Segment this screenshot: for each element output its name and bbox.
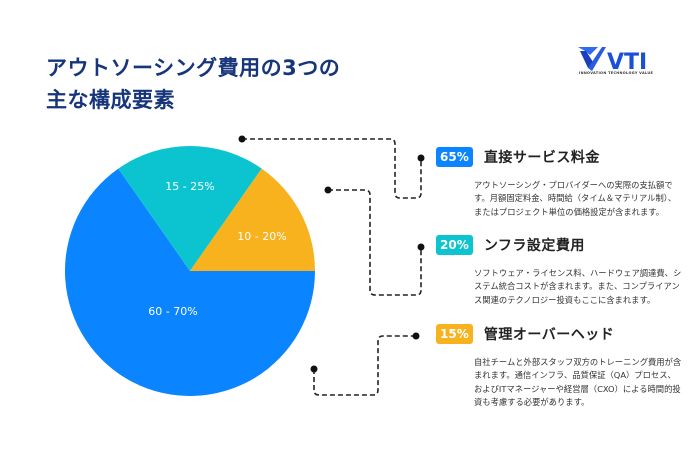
legend-item-direct-service: 65% 直接サービス料金 アウトソーシング・プロバイダーへの実際の支払額です。月… <box>436 146 686 219</box>
title-line-2: 主な構成要素 <box>46 88 175 112</box>
connector-dot <box>310 365 318 373</box>
connector-dot <box>417 243 425 251</box>
logo-mark-top <box>578 47 598 55</box>
connector-dot <box>412 332 420 340</box>
title-line-1: アウトソーシング費用の3つの <box>46 56 341 80</box>
legend-item-management: 15% 管理オーバーヘッド 自社チームと外部スタッフ双方のトレーニング費用が含ま… <box>436 323 686 410</box>
percent-badge: 20% <box>436 234 473 255</box>
legend-item-title: 直接サービス料金 <box>483 149 600 166</box>
pie-slice-infrastructure <box>118 145 262 271</box>
logo-mark-right <box>588 47 606 71</box>
logo-mark-left <box>580 51 593 68</box>
connector-2 <box>328 189 422 296</box>
legend-item-infrastructure: 20% ンフラ設定費用 ソフトウェア・ライセンス料、ハードウェア調達費、システム… <box>436 234 686 307</box>
legend-item-title: 管理オーバーヘッド <box>483 326 615 343</box>
legend-item-title: ンフラ設定費用 <box>483 237 585 254</box>
connector-dot <box>324 186 332 194</box>
legend-item-description: アウトソーシング・プロバイダーへの実際の支払額です。月額固定料金、時間給（タイム… <box>474 179 677 217</box>
connector-dot <box>417 154 425 162</box>
legend-item-description: 自社チームと外部スタッフ双方のトレーニング費用が含まれます。通信インフラ、品質保… <box>474 356 682 408</box>
vti-logo: VTI <box>578 47 647 74</box>
legend-item-description: ソフトウェア・ライセンス料、ハードウェア調達費、システム統合コストが含まれます。… <box>474 267 682 305</box>
slice-label-blue: 60 - 70% <box>148 305 197 318</box>
connector-lines <box>242 138 422 396</box>
connector-dot <box>238 135 246 143</box>
connector-3 <box>313 335 416 396</box>
percent-badge: 65% <box>436 146 473 167</box>
connector-1 <box>242 138 422 199</box>
pie-slice-management <box>190 168 315 271</box>
logo-tagline: INNOVATION TECHNOLOGY VALUE <box>579 71 654 75</box>
page-title: アウトソーシング費用の3つの 主な構成要素 <box>46 52 340 116</box>
slice-label-orange: 10 - 20% <box>237 230 286 243</box>
logo-text: VTI <box>607 50 647 74</box>
pie-slice-direct-service <box>65 168 315 396</box>
connector-dots <box>238 135 425 373</box>
slice-label-cyan: 15 - 25% <box>165 180 214 193</box>
percent-badge: 15% <box>436 323 473 344</box>
